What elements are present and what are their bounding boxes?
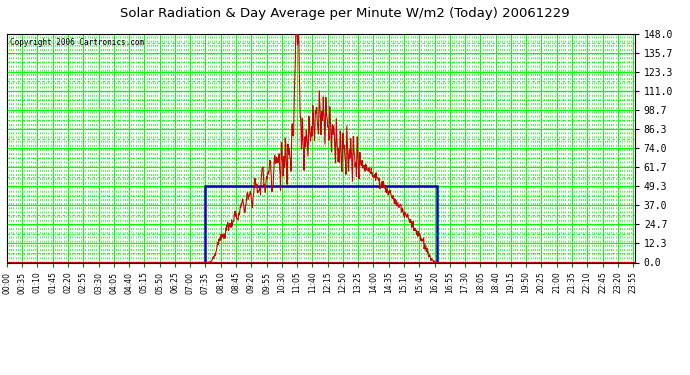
Text: Solar Radiation & Day Average per Minute W/m2 (Today) 20061229: Solar Radiation & Day Average per Minute… xyxy=(120,8,570,21)
Text: Copyright 2006 Cartronics.com: Copyright 2006 Cartronics.com xyxy=(10,38,144,47)
Bar xyxy=(206,186,437,262)
